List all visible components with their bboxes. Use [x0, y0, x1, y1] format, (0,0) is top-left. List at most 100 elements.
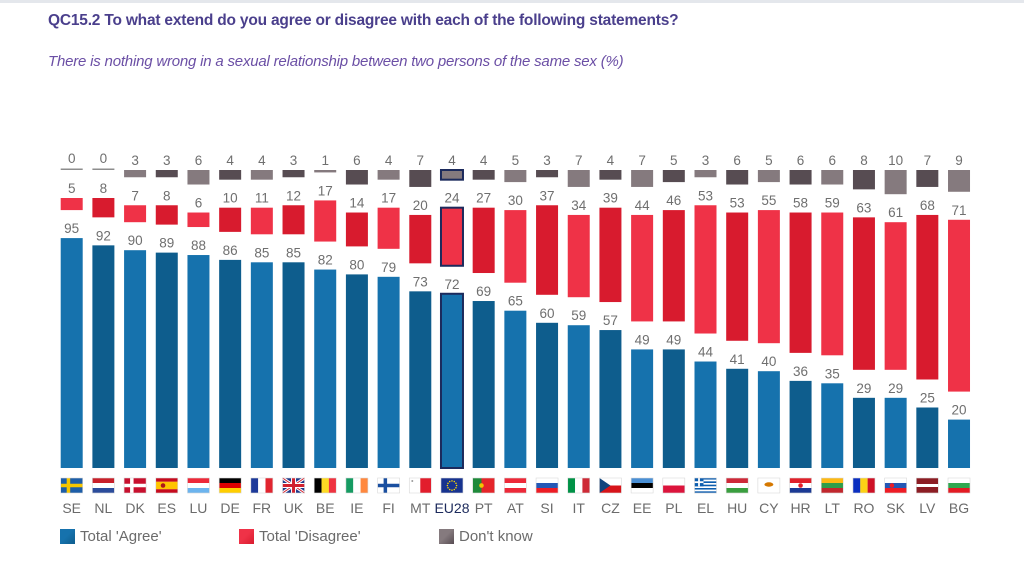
value-label-disagree-eu28: 24 [444, 191, 460, 206]
bar-agree-uk [282, 262, 305, 468]
flag-stripe [187, 483, 210, 489]
bar-agree-dk [124, 250, 147, 468]
value-label-agree-cz: 57 [603, 313, 618, 328]
value-label-disagree-de: 10 [223, 191, 238, 206]
bar-dont-know-de [219, 170, 242, 180]
value-label-dont-know-uk: 3 [290, 153, 298, 168]
flag-icon-el [694, 477, 717, 494]
flag-stripe [353, 478, 361, 493]
flag-border [947, 477, 971, 494]
flag-icon-cy [757, 477, 781, 494]
value-label-dont-know-pl: 5 [670, 153, 678, 168]
value-label-agree-lt: 35 [825, 366, 840, 381]
bar-disagree-ro [852, 217, 875, 370]
value-label-agree-se: 95 [64, 221, 79, 236]
flag-stripe [867, 478, 875, 493]
value-label-dont-know-cy: 5 [765, 153, 773, 168]
flag-icon-hr [789, 477, 812, 494]
flag-stripe [536, 483, 559, 489]
value-label-agree-el: 44 [698, 345, 714, 360]
value-label-disagree-lu: 6 [195, 196, 203, 211]
flag-stripe [694, 478, 717, 480]
bar-agree-pl [662, 349, 685, 468]
flag-stripe [821, 488, 844, 494]
flag-stripe [599, 478, 622, 486]
category-label-eu28: EU28 [434, 500, 469, 516]
value-label-disagree-be: 17 [318, 183, 333, 198]
value-label-disagree-mt: 20 [413, 198, 428, 213]
bar-group-si: 60 37 3 SI [535, 153, 559, 516]
flag-emblem [798, 483, 803, 488]
value-label-dont-know-hr: 6 [797, 153, 805, 168]
bar-dont-know-sk [884, 170, 907, 195]
category-label-mt: MT [410, 500, 431, 516]
value-label-dont-know-bg: 9 [955, 153, 963, 168]
category-label-lt: LT [825, 500, 841, 516]
category-label-es: ES [157, 500, 176, 516]
value-label-dont-know-be: 1 [321, 153, 329, 168]
legend-item-dont-know: Don't know [439, 527, 533, 545]
flag-icon-mt [408, 477, 432, 494]
flag-stripe [884, 478, 907, 484]
bar-disagree-cz [599, 207, 622, 303]
bar-dont-know-at [504, 170, 527, 183]
bar-group-pt: 69 27 4 PT [472, 153, 495, 516]
flag-stripe [694, 481, 717, 484]
bar-dont-know-lt [821, 170, 844, 185]
bar-dont-know-hr [789, 170, 812, 185]
value-label-dont-know-nl: 0 [100, 151, 108, 166]
value-label-agree-pt: 69 [476, 284, 491, 299]
bar-agree-bg [948, 419, 971, 468]
bar-dont-know-pt [472, 170, 495, 180]
bar-agree-pt [472, 301, 495, 468]
bar-dont-know-el [694, 170, 717, 178]
flag-border [599, 477, 622, 494]
bar-disagree-fr [250, 207, 273, 235]
value-label-dont-know-fr: 4 [258, 153, 266, 168]
value-label-dont-know-cz: 4 [607, 153, 615, 168]
flag-border [535, 477, 559, 494]
value-label-disagree-sk: 61 [888, 205, 903, 220]
category-label-nl: NL [94, 500, 112, 516]
flag-icon-ie [345, 477, 369, 494]
value-label-dont-know-ie: 6 [353, 153, 361, 168]
value-label-agree-uk: 85 [286, 245, 301, 260]
flag-emblem [479, 483, 484, 488]
legend-swatch-disagree [239, 528, 254, 544]
bar-agree-hu [726, 368, 749, 468]
bar-dont-know-bg [948, 170, 971, 192]
bar-disagree-ee [631, 214, 654, 322]
category-label-cy: CY [759, 500, 779, 516]
category-label-sk: SK [886, 500, 905, 516]
flag-border [852, 477, 876, 494]
bar-dont-know-cz [599, 170, 622, 180]
value-label-dont-know-ro: 8 [860, 153, 868, 168]
flag-icon-uk [281, 476, 306, 495]
bar-agree-eu28 [439, 292, 464, 470]
bar-disagree-nl [92, 198, 115, 218]
flag-stripe [726, 483, 749, 489]
flag-stripe [789, 478, 812, 484]
bar-disagree-fi [377, 207, 400, 249]
flag-stripe [916, 478, 939, 485]
value-label-agree-lu: 88 [191, 238, 206, 253]
value-label-disagree-pl: 46 [666, 193, 681, 208]
legend-swatch-dont-know [439, 528, 454, 544]
category-label-pl: PL [665, 500, 682, 516]
flag-icon-cz [599, 477, 622, 494]
flag-stripe [821, 478, 844, 484]
bar-agree-ee [631, 349, 654, 468]
value-label-agree-lv: 25 [920, 391, 935, 406]
bar-disagree-ie [345, 212, 368, 247]
flag-border [820, 477, 844, 494]
flag-island [764, 482, 774, 487]
bar-agree-fr [250, 262, 273, 468]
category-label-ie: IE [350, 500, 363, 516]
value-label-dont-know-si: 3 [543, 153, 551, 168]
bar-group-hu: 41 53 6 HU [725, 153, 749, 516]
flag-border [250, 477, 274, 494]
bar-disagree-bg [948, 219, 971, 392]
category-label-uk: UK [284, 500, 304, 516]
flag-border [662, 477, 686, 494]
bar-dont-know-cy [757, 170, 780, 183]
